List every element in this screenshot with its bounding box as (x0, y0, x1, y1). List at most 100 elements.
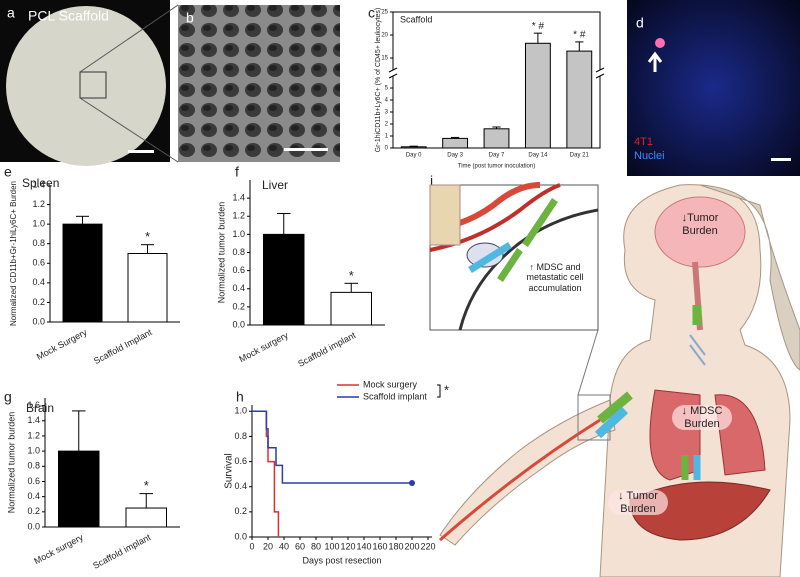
bar (263, 233, 305, 326)
survival-line (252, 410, 412, 484)
fluorescence-image (627, 0, 800, 176)
chart-title: Spleen (22, 176, 59, 190)
bar (483, 128, 510, 149)
significance-mark: * # (532, 21, 545, 32)
zoom-line (79, 4, 179, 73)
y-tick-label: 20 (381, 33, 388, 39)
x-tick-label: 140 (356, 541, 371, 551)
y-tick-label: 0.0 (232, 319, 245, 329)
x-tick-label: 0 (249, 541, 254, 551)
scale-bar (284, 148, 328, 151)
y-tick-label: 1.0 (234, 406, 247, 416)
y-tick-label: 15 (381, 56, 388, 62)
y-tick-label: 1.2 (232, 211, 245, 221)
significance-mark: * # (573, 30, 586, 41)
panel-label: d (636, 15, 644, 31)
y-tick-label: 0.6 (27, 476, 40, 486)
bar (125, 507, 167, 528)
x-tick-label: Day 7 (489, 153, 505, 159)
axis-break (595, 67, 605, 73)
x-tick-label: Scaffold implant (296, 330, 358, 369)
x-tick-label: 20 (263, 541, 273, 551)
x-tick-label: 60 (295, 541, 305, 551)
y-tick-label: 1.4 (27, 415, 40, 425)
axis-break (595, 73, 605, 79)
x-tick-label: 100 (324, 541, 339, 551)
zoom-box (79, 71, 107, 99)
y-tick-label: 0.6 (234, 456, 247, 466)
bar (400, 146, 427, 149)
y-tick-label: 1 (385, 134, 389, 140)
zoom-line (79, 97, 179, 163)
scale-bar (128, 150, 154, 153)
y-tick-label: 0.8 (232, 247, 245, 257)
scale-bar (771, 158, 791, 161)
x-tick-label: 80 (311, 541, 321, 551)
diagram-label: ↓ MDSC Burden (672, 405, 732, 431)
y-tick-label: 3 (385, 110, 389, 116)
y-tick-label: 0 (385, 146, 389, 152)
bar (127, 253, 168, 323)
x-tick-label: Day 21 (570, 153, 590, 159)
scaffold-disc (6, 6, 166, 166)
y-tick-label: 1.0 (232, 229, 245, 239)
significance-mark: * (144, 478, 149, 493)
y-tick-label: 0.4 (32, 277, 45, 287)
significance-mark: * (145, 229, 150, 244)
significance-mark: * (349, 268, 354, 283)
y-axis-title: Normalized tumor burden (6, 412, 16, 514)
y-tick-label: 0.0 (234, 531, 247, 541)
y-tick-label: 1.4 (232, 193, 245, 203)
y-tick-label: 0.6 (232, 265, 245, 275)
panel-label: e (4, 164, 12, 180)
y-tick-label: 0.4 (232, 283, 245, 293)
bar (524, 42, 551, 149)
x-tick-label: Day 3 (447, 153, 463, 159)
y-tick-label: 5 (385, 86, 389, 92)
legend-label: Scaffold implant (363, 391, 427, 401)
x-tick-label: Day 0 (406, 153, 422, 159)
x-tick-label: Scaffold Implant (92, 327, 154, 366)
y-tick-label: 0.2 (32, 297, 45, 307)
image-label: PCL Scaffold (28, 8, 109, 24)
y-tick-label: 0.8 (27, 461, 40, 471)
sem-image (178, 5, 340, 162)
y-tick-label: 0.8 (32, 238, 45, 248)
x-tick-label: 120 (340, 541, 355, 551)
x-tick-label: 40 (279, 541, 289, 551)
x-tick-label: Day 14 (528, 153, 548, 159)
y-tick-label: 0.4 (27, 491, 40, 501)
y-tick-label: 0.8 (234, 431, 247, 441)
chart-title: Brain (26, 401, 54, 415)
legend-text: 4T1 (634, 136, 653, 148)
y-tick-label: 1.2 (32, 199, 45, 209)
axis-break (388, 73, 398, 79)
y-tick-label: 1.2 (27, 430, 40, 440)
arrow (647, 51, 663, 72)
panel-label: a (7, 5, 15, 21)
x-tick-label: 220 (420, 541, 435, 551)
legend-bracket (437, 384, 441, 398)
y-axis-title: Survival (224, 453, 235, 489)
censor-marker (409, 479, 415, 486)
survival-line (252, 410, 280, 537)
x-axis-title: Days post resection (302, 555, 381, 565)
bar (566, 50, 593, 149)
y-tick-label: 0.2 (234, 506, 247, 516)
y-tick-label: 1.6 (27, 400, 40, 410)
panel-label: f (235, 164, 239, 180)
tumor-cell (655, 38, 665, 48)
diagram-label: ↑ MDSC and metastatic cell accumulation (526, 262, 584, 293)
y-tick-label: 1.4 (32, 179, 45, 189)
y-axis-title: Gr-1hiCD11b+Ly6C+ (% of CD45+ leukocytes… (375, 8, 382, 153)
bar (330, 291, 372, 326)
y-axis-title: Normalized tumor burden (216, 202, 226, 304)
legend-text: Nuclei (634, 150, 665, 162)
significance-mark: * (444, 382, 449, 397)
y-tick-label: 0.2 (27, 506, 40, 516)
bar (442, 137, 469, 149)
y-tick-label: 0.2 (232, 301, 245, 311)
x-axis-title: Time (post tumor inoculation) (458, 164, 535, 170)
